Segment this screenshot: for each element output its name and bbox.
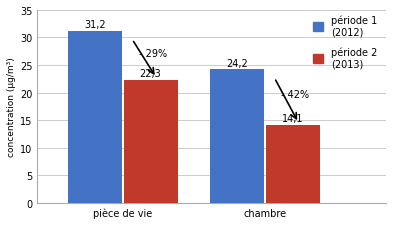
- Text: - 42%: - 42%: [281, 90, 310, 100]
- Text: 31,2: 31,2: [84, 20, 106, 30]
- Bar: [266, 126, 320, 203]
- Bar: [68, 32, 122, 203]
- Text: 24,2: 24,2: [226, 58, 248, 68]
- Text: - 29%: - 29%: [139, 48, 167, 58]
- Bar: [210, 70, 264, 203]
- Y-axis label: concentration (µg/m³): concentration (µg/m³): [7, 57, 16, 157]
- Text: 22,3: 22,3: [140, 69, 162, 79]
- Text: 14,1: 14,1: [282, 114, 304, 124]
- Bar: [123, 81, 178, 203]
- Legend: période 1
(2012), période 2
(2013): période 1 (2012), période 2 (2013): [310, 12, 381, 73]
